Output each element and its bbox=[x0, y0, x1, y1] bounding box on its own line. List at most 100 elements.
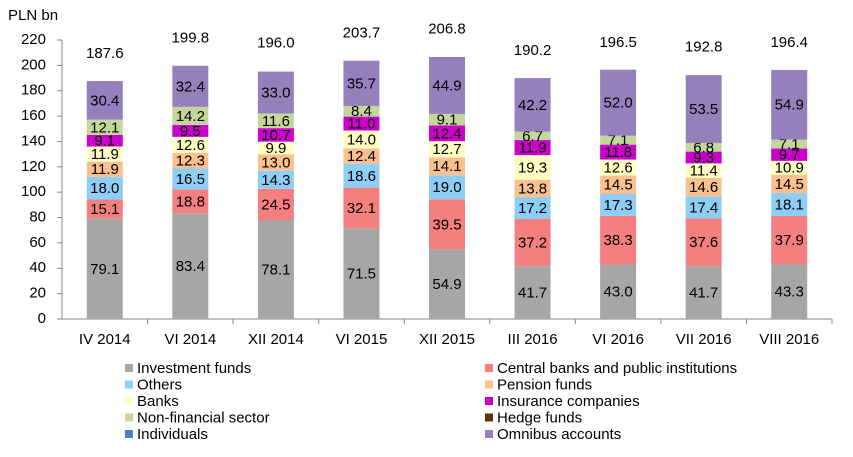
bar-segment bbox=[172, 152, 209, 169]
legend-label: Investment funds bbox=[137, 360, 251, 377]
y-tick-label: 160 bbox=[21, 107, 46, 124]
data-label: 11.9 bbox=[91, 161, 119, 178]
bar-segment bbox=[86, 146, 123, 162]
bar-segment bbox=[257, 113, 294, 129]
bar-segment bbox=[685, 196, 722, 219]
bar-segment bbox=[600, 193, 637, 216]
data-label: 78.1 bbox=[261, 261, 290, 278]
data-label: 42.2 bbox=[518, 97, 547, 114]
y-tick-label: 140 bbox=[21, 132, 46, 149]
data-label: 7.1 bbox=[779, 136, 800, 153]
data-label: 10.9 bbox=[775, 160, 804, 177]
data-label: 24.5 bbox=[261, 196, 290, 213]
legend-swatch bbox=[125, 397, 133, 405]
bar-segment bbox=[257, 188, 294, 220]
data-label: 14.0 bbox=[347, 131, 376, 148]
bar-segment bbox=[771, 174, 808, 194]
data-label: 18.0 bbox=[90, 180, 119, 197]
legend-label: Central banks and public institutions bbox=[497, 360, 737, 377]
bar-segment bbox=[514, 140, 551, 156]
bar-segment bbox=[172, 213, 209, 319]
y-tick-label: 20 bbox=[29, 285, 46, 302]
data-label: 9.5 bbox=[180, 123, 201, 140]
bar-segment bbox=[429, 249, 465, 319]
data-label: 9.3 bbox=[693, 149, 714, 166]
bar-segment bbox=[685, 163, 722, 178]
legend-label: Non-financial sector bbox=[137, 409, 270, 426]
bar-segment bbox=[771, 193, 808, 217]
y-tick-label: 120 bbox=[21, 158, 46, 175]
bar-segment bbox=[257, 71, 294, 114]
bar-segment bbox=[86, 119, 123, 135]
data-label: 41.7 bbox=[518, 285, 547, 302]
legend-swatch bbox=[125, 380, 133, 389]
bar-segment bbox=[429, 141, 465, 158]
legend-swatch bbox=[485, 430, 493, 438]
bar-segment bbox=[514, 218, 551, 267]
data-label: 52.0 bbox=[604, 95, 633, 112]
data-label: 41.7 bbox=[689, 285, 718, 302]
data-label: 6.7 bbox=[522, 128, 543, 145]
data-label: 71.5 bbox=[347, 266, 376, 283]
data-label: 15.1 bbox=[90, 201, 119, 218]
legend-label: Banks bbox=[137, 393, 179, 410]
data-label: 12.6 bbox=[176, 137, 205, 154]
data-label: 14.2 bbox=[176, 108, 205, 125]
total-label: 192.8 bbox=[685, 38, 723, 55]
y-tick-label: 220 bbox=[21, 31, 46, 48]
data-label: 17.4 bbox=[689, 199, 718, 216]
bar-segment bbox=[514, 266, 551, 319]
data-label: 37.6 bbox=[689, 234, 718, 251]
x-tick-label: IV 2014 bbox=[79, 331, 131, 348]
bar-segment bbox=[86, 176, 123, 200]
legend-label: Hedge funds bbox=[497, 409, 582, 426]
legend-swatch bbox=[125, 430, 133, 438]
data-label: 12.4 bbox=[432, 125, 461, 142]
data-label: 14.5 bbox=[604, 177, 633, 194]
y-tick-label: 80 bbox=[29, 209, 46, 226]
bar-segment bbox=[771, 216, 808, 265]
y-tick-label: 40 bbox=[29, 259, 46, 276]
data-label: 8.4 bbox=[351, 103, 372, 120]
y-tick-label: 180 bbox=[21, 82, 46, 99]
bar-segment bbox=[86, 81, 123, 120]
data-label: 54.9 bbox=[432, 276, 461, 293]
total-label: 190.2 bbox=[514, 42, 552, 59]
data-label: 17.3 bbox=[604, 197, 633, 214]
total-label: 196.4 bbox=[770, 34, 808, 51]
data-label: 37.9 bbox=[775, 232, 804, 249]
bar-segment bbox=[685, 151, 722, 164]
x-tick-label: III 2016 bbox=[508, 331, 558, 348]
bar-segment bbox=[429, 157, 465, 176]
bar-segment bbox=[343, 116, 380, 131]
bar-segment bbox=[86, 199, 123, 219]
bar-segment bbox=[600, 175, 637, 194]
bar-segment bbox=[86, 218, 123, 319]
data-label: 13.0 bbox=[261, 154, 290, 171]
data-label: 11.8 bbox=[604, 144, 632, 161]
x-tick-label: VI 2016 bbox=[592, 331, 644, 348]
bar-segment bbox=[257, 219, 294, 319]
data-label: 16.5 bbox=[176, 171, 205, 188]
bar-segment bbox=[514, 197, 551, 219]
bar-segment bbox=[771, 264, 808, 319]
legend-label: Insurance companies bbox=[497, 393, 640, 410]
x-tick-label: VI 2015 bbox=[336, 331, 388, 348]
data-label: 17.2 bbox=[518, 200, 547, 217]
data-label: 14.6 bbox=[689, 179, 718, 196]
bar-segment bbox=[429, 113, 465, 126]
bar-segment bbox=[514, 155, 551, 180]
bar-segment bbox=[172, 136, 209, 153]
data-label: 12.1 bbox=[90, 119, 119, 136]
data-label: 11.6 bbox=[262, 113, 290, 130]
bar-segment bbox=[343, 228, 380, 319]
data-label: 11.4 bbox=[690, 163, 718, 180]
bar-segment bbox=[771, 160, 808, 175]
bar-segment bbox=[86, 134, 123, 147]
bar-segment bbox=[600, 144, 637, 160]
legend-label: Others bbox=[137, 376, 182, 393]
data-label: 38.3 bbox=[604, 232, 633, 249]
data-label: 32.4 bbox=[176, 78, 205, 95]
data-label: 12.7 bbox=[432, 141, 461, 158]
data-label: 14.1 bbox=[432, 158, 461, 175]
